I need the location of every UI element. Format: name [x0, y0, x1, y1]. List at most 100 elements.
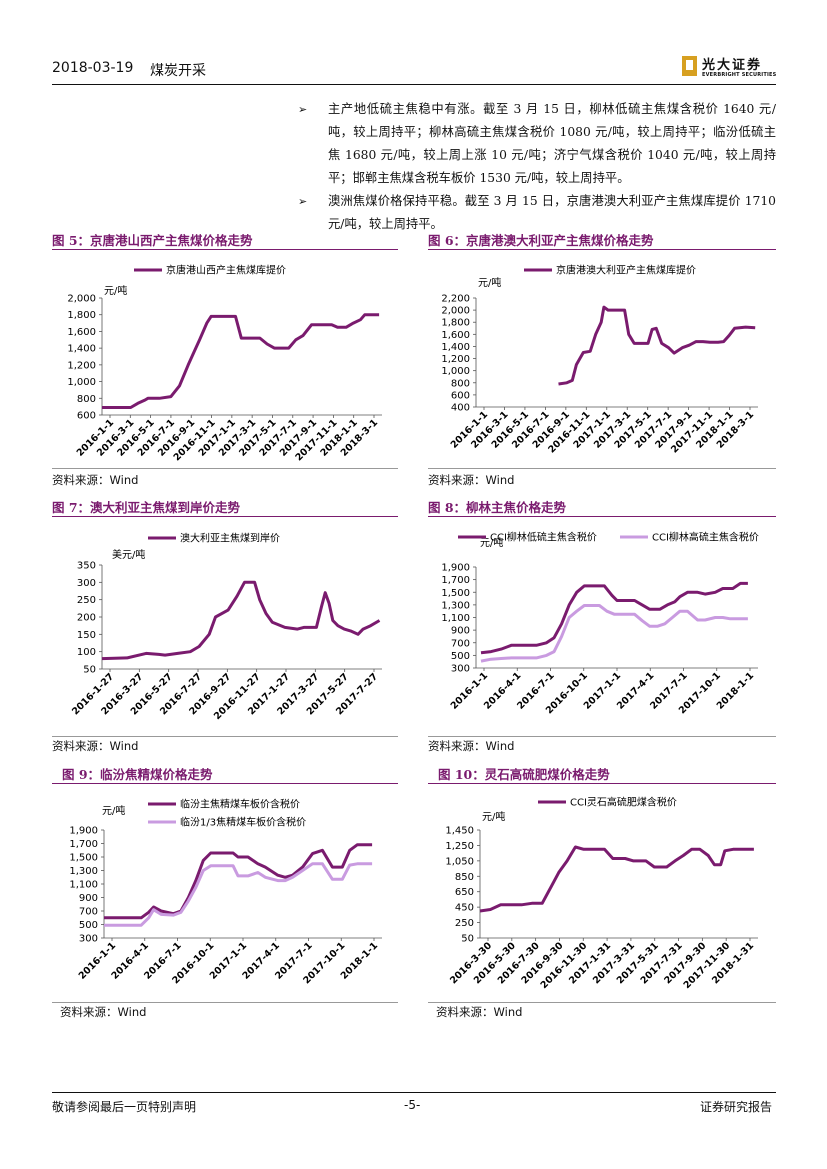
source-note: 资料来源：Wind	[428, 739, 515, 753]
chart-fig5: 元/吨2,0001,8001,6001,4001,2001,0008006002…	[67, 264, 382, 463]
source-note: 资料来源：Wind	[60, 1005, 147, 1019]
y-tick-label: 700	[451, 638, 470, 649]
series-line	[480, 604, 748, 663]
y-tick-label: 300	[451, 664, 470, 675]
series-line	[102, 313, 380, 409]
legend-label: CCI柳林高硫主焦含税价	[652, 531, 759, 544]
y-tick-label: 450	[455, 903, 474, 914]
source-note: 资料来源：Wind	[52, 473, 139, 487]
y-tick-label: 2,200	[441, 294, 470, 305]
y-tick-label: 250	[455, 918, 474, 929]
series-line	[101, 580, 381, 661]
y-tick-label: 1,300	[441, 600, 470, 611]
figure-title: 图 8：柳林主焦价格走势	[428, 500, 567, 515]
legend-label: 临汾1/3焦精煤车板价含税价	[180, 816, 306, 829]
y-tick-label: 1,700	[441, 575, 470, 586]
header-rule	[52, 84, 776, 85]
chart-fig9: 元/吨 1,900 1,700 1,500 1,300 1,100 900 700 500 300…	[69, 798, 382, 986]
y-tick-label: 600	[77, 411, 96, 422]
legend-label: 临汾主焦精煤车板价含税价	[180, 798, 300, 811]
figure-title: 图 10：灵石高硫肥煤价格走势	[438, 767, 610, 782]
y-tick-label: 2,000	[67, 294, 96, 305]
chart-fig7: 美元/吨350300250200150100502016-1-272016-3-…	[70, 532, 382, 722]
y-unit-label: 美元/吨	[112, 548, 145, 561]
company-logo: 光大证券 EVERBRIGHT SECURITIES	[682, 55, 778, 81]
legend-label: 京唐港山西产主焦煤库提价	[166, 264, 286, 277]
y-tick-label: 250	[77, 595, 96, 606]
y-tick-label: 650	[455, 887, 474, 898]
series-line	[479, 845, 754, 913]
series-line	[480, 581, 748, 655]
y-tick-label: 1,300	[69, 866, 98, 877]
y-tick-label: 1,800	[441, 318, 470, 329]
y-tick-label: 300	[79, 934, 98, 945]
chart-fig10: 元/吨1,4501,2501,050850650450250502016-3-3…	[445, 796, 758, 991]
y-tick-label: 1,050	[445, 856, 474, 867]
bullet-item: ➢ 澳洲焦煤价格保持平稳。截至 3 月 15 日，京唐港澳大利亚产主焦煤库提价 …	[298, 190, 776, 236]
figure-title: 图 6：京唐港澳大利亚产主焦煤价格走势	[428, 233, 654, 248]
y-tick-label: 1,700	[69, 839, 98, 850]
y-tick-label: 1,500	[441, 588, 470, 599]
y-tick-label: 1,500	[69, 853, 98, 864]
y-tick-label: 1,400	[67, 344, 96, 355]
y-tick-label: 50	[461, 934, 474, 945]
y-unit-label: 元/吨	[102, 804, 125, 817]
y-tick-label: 1,400	[441, 342, 470, 353]
y-tick-label: 1,900	[69, 826, 98, 837]
footer-rule	[52, 1092, 776, 1093]
report-category: 煤炭开采	[150, 63, 206, 79]
legend-label: 澳大利亚主焦煤到岸价	[180, 532, 280, 545]
series-line	[558, 305, 756, 386]
y-tick-label: 400	[451, 403, 470, 414]
y-tick-label: 1,200	[67, 360, 96, 371]
legend-label: 京唐港澳大利亚产主焦煤库提价	[556, 264, 696, 277]
y-tick-label: 1,250	[445, 841, 474, 852]
source-note: 资料来源：Wind	[436, 1005, 523, 1019]
y-tick-label: 1,200	[441, 354, 470, 365]
page-number: -5-	[404, 1098, 421, 1112]
chart-fig6: 元/吨 2,2002,0001,8001,6001,4001,2001,00080…	[441, 264, 758, 455]
y-tick-label: 2,000	[441, 306, 470, 317]
y-tick-label: 1,800	[67, 310, 96, 321]
figure-title: 图 9：临汾焦精煤价格走势	[62, 767, 213, 782]
y-tick-label: 50	[83, 665, 96, 676]
y-tick-label: 1,450	[445, 826, 474, 837]
bullet-item: ➢ 主产地低硫主焦稳中有涨。截至 3 月 15 日，柳林低硫主焦煤含税价 164…	[298, 98, 776, 190]
legend-label: CCI灵石高硫肥煤含税价	[570, 796, 677, 809]
series-line	[104, 862, 373, 927]
report-type: 证券研究报告	[700, 1100, 773, 1114]
figure-title: 图 7：澳大利亚主焦煤到岸价走势	[52, 500, 241, 515]
y-tick-label: 100	[77, 647, 96, 658]
arrow-bullet-icon: ➢	[298, 195, 308, 208]
y-tick-label: 850	[455, 872, 474, 883]
y-tick-label: 700	[79, 907, 98, 918]
y-tick-label: 900	[79, 893, 98, 904]
source-note: 资料来源：Wind	[52, 739, 139, 753]
y-tick-label: 350	[77, 561, 96, 572]
y-tick-label: 500	[79, 920, 98, 931]
legend-label: CCI柳林低硫主焦含税价	[490, 531, 597, 544]
y-tick-label: 300	[77, 578, 96, 589]
disclaimer-note: 敬请参阅最后一页特别声明	[52, 1100, 197, 1114]
series-line	[104, 843, 373, 920]
y-tick-label: 1,900	[441, 563, 470, 574]
source-note: 资料来源：Wind	[428, 473, 515, 487]
y-tick-label: 800	[77, 394, 96, 405]
y-tick-label: 200	[77, 613, 96, 624]
y-tick-label: 1,100	[69, 880, 98, 891]
y-tick-label: 900	[451, 626, 470, 637]
arrow-bullet-icon: ➢	[298, 103, 308, 116]
y-tick-label: 600	[451, 390, 470, 401]
y-tick-label: 1,600	[67, 327, 96, 338]
y-unit-label: 元/吨	[482, 810, 505, 823]
y-tick-label: 800	[451, 378, 470, 389]
y-tick-label: 1,600	[441, 330, 470, 341]
bullet-list: ➢ 主产地低硫主焦稳中有涨。截至 3 月 15 日，柳林低硫主焦煤含税价 164…	[298, 98, 776, 236]
y-tick-label: 500	[451, 651, 470, 662]
figure-title: 图 5：京唐港山西产主焦煤价格走势	[52, 233, 253, 248]
y-unit-label: 元/吨	[478, 276, 501, 289]
y-unit-label: 元/吨	[104, 284, 127, 297]
y-tick-label: 1,100	[441, 613, 470, 624]
y-unit-label: 元/吨	[480, 536, 503, 549]
